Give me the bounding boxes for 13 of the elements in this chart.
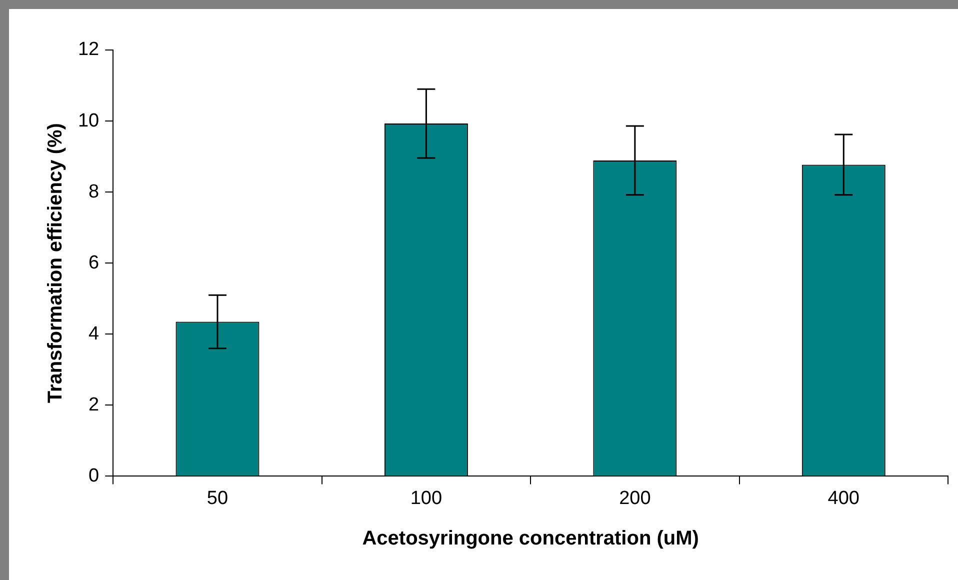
y-tick-label: 4: [88, 323, 100, 344]
y-tick-label: 6: [88, 252, 100, 274]
x-tick-label: 50: [206, 488, 228, 509]
y-tick-label: 2: [88, 394, 100, 416]
x-tick-label: 200: [619, 488, 651, 509]
y-tick-label: 0: [88, 465, 100, 486]
x-tick-label: 400: [828, 488, 860, 509]
y-tick-label: 12: [78, 39, 100, 60]
x-tick-label: 100: [410, 488, 442, 509]
y-tick-label: 10: [78, 110, 100, 132]
y-axis-title: Transformation efficiency (%): [44, 123, 67, 404]
y-tick-label: 8: [88, 181, 100, 202]
x-axis-title: Acetosyringone concentration (uM): [362, 528, 699, 550]
